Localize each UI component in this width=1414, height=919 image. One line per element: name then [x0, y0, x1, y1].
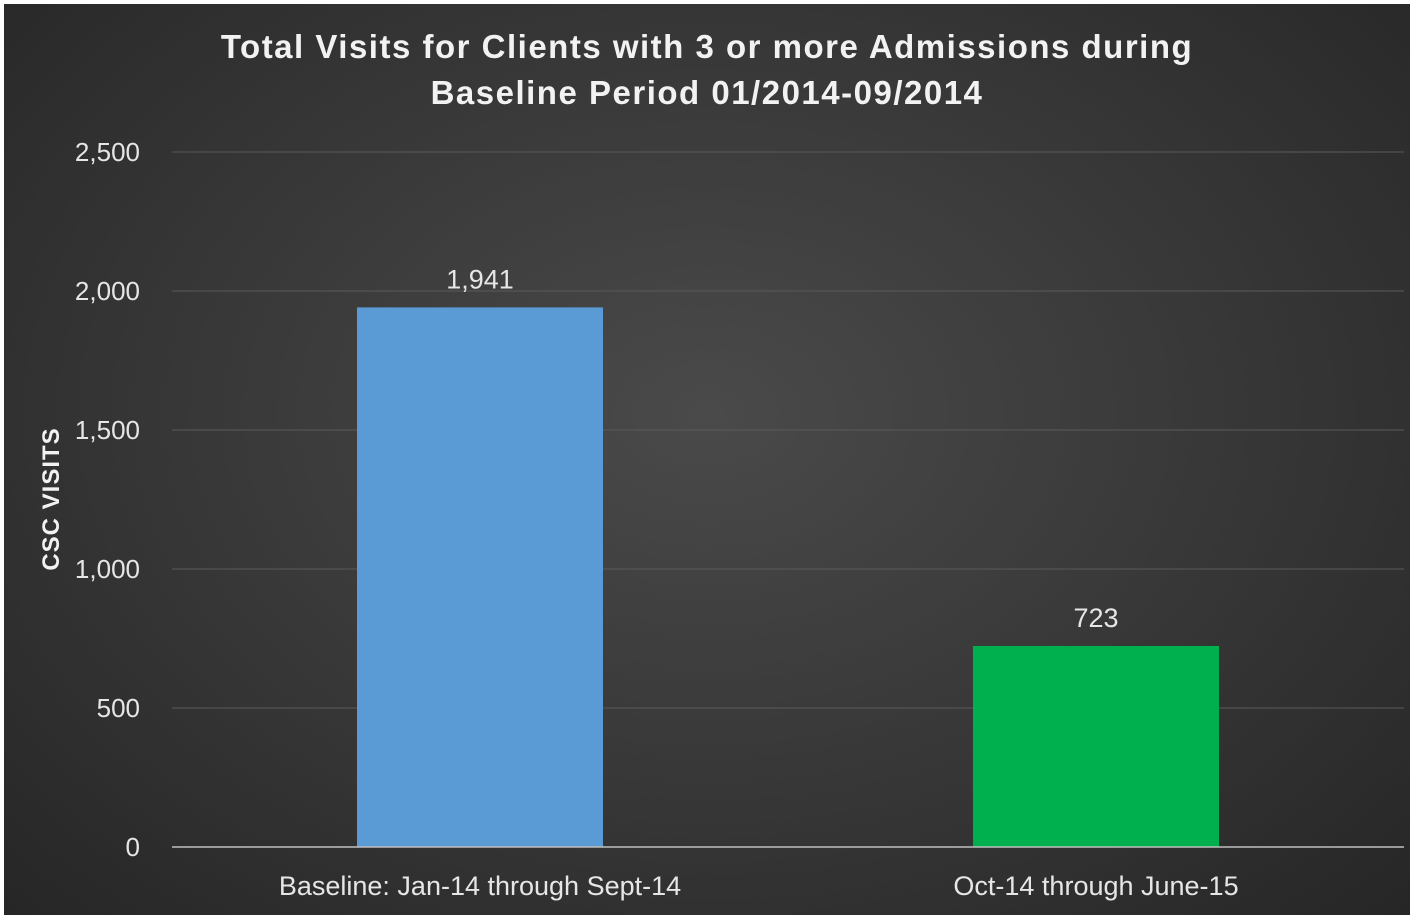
bars: 1,941 723 [357, 264, 1219, 848]
y-axis-ticks: 0 500 1,000 1,500 2,000 2,500 [75, 137, 140, 862]
x-tick-label: Baseline: Jan-14 through Sept-14 [279, 871, 681, 901]
x-tick-label: Oct-14 through June-15 [953, 871, 1238, 901]
y-tick-label: 1,500 [75, 415, 140, 445]
gridlines [172, 151, 1404, 709]
y-tick-label: 1,000 [75, 554, 140, 584]
data-label: 723 [1073, 603, 1118, 633]
y-tick-label: 500 [97, 693, 140, 723]
bar [973, 646, 1219, 847]
bar [357, 307, 603, 848]
chart-title-line-2: Baseline Period 01/2014-09/2014 [430, 74, 984, 111]
chart-title-line-1: Total Visits for Clients with 3 or more … [220, 28, 1194, 65]
y-tick-label: 2,000 [75, 276, 140, 306]
chart-title: Total Visits for Clients with 3 or more … [0, 24, 1414, 116]
x-axis: Baseline: Jan-14 through Sept-14 Oct-14 t… [172, 846, 1404, 901]
y-tick-label: 0 [126, 832, 140, 862]
data-label: 1,941 [446, 264, 514, 294]
y-tick-label: 2,500 [75, 137, 140, 167]
